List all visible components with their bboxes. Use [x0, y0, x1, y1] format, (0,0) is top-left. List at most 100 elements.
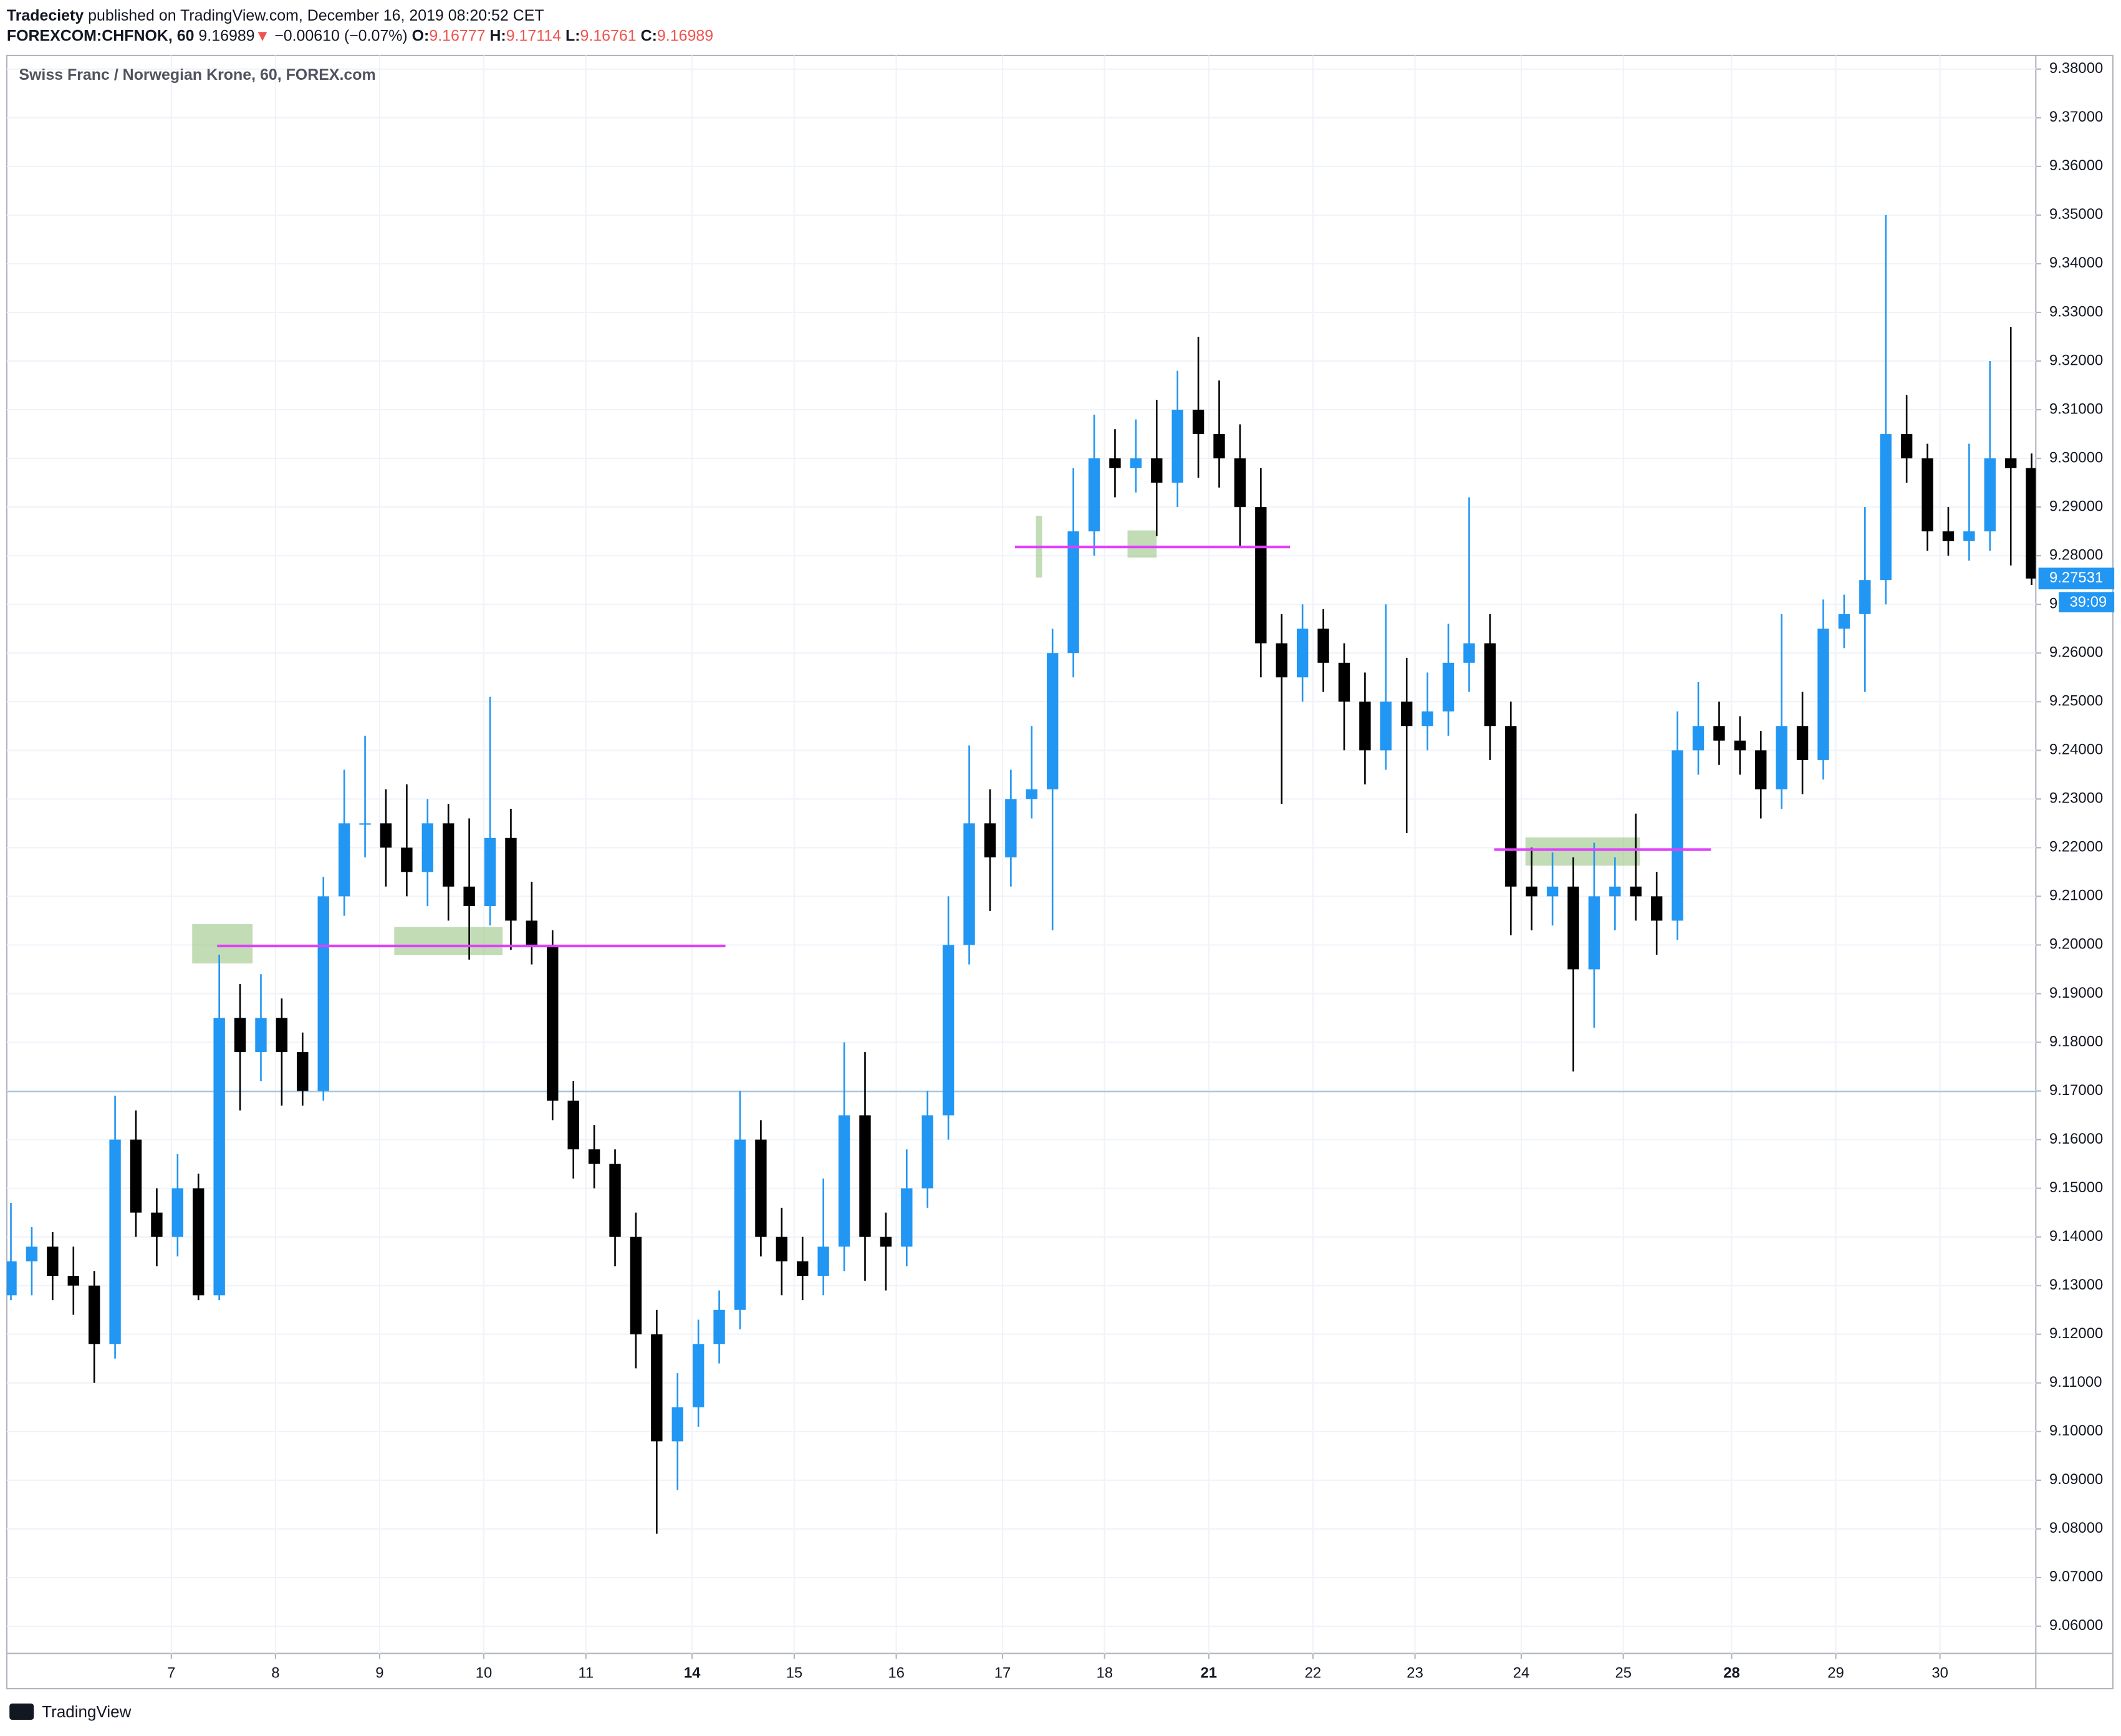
axes: 9.06000 9.07000 9.08000 9.09000 9.10000 9.110…: [167, 60, 2115, 1681]
author: Tradeciety: [7, 7, 84, 24]
high: 9.17114: [506, 27, 561, 44]
candle-body: [1192, 410, 1205, 435]
x-tick-label: 23: [1407, 1664, 1423, 1681]
open: 9.16777: [429, 27, 485, 44]
y-tick-label: 9.36000: [2049, 157, 2103, 174]
frame: [6, 54, 2114, 1690]
published: published on TradingView.com, December 1…: [88, 7, 544, 24]
candle-body: [6, 1261, 17, 1296]
y-tick-label: 9.32000: [2049, 352, 2103, 369]
y-tick-label: 9.26000: [2049, 644, 2103, 661]
y-tick-label: 9.12000: [2049, 1325, 2103, 1342]
candle-body: [1359, 702, 1371, 751]
candle-body: [380, 823, 392, 848]
candle-body: [567, 1101, 579, 1150]
candle-body: [630, 1237, 642, 1334]
y-tick-label: 9.19000: [2049, 985, 2103, 1001]
candle-body: [1734, 740, 1746, 751]
countdown-box: [2059, 592, 2115, 613]
x-tick-label: 29: [1827, 1664, 1844, 1681]
candle-body: [1338, 662, 1350, 702]
candle-body: [1609, 886, 1621, 897]
y-tick-label: 9.16000: [2049, 1131, 2103, 1147]
candle-body: [942, 945, 955, 1116]
candle-body: [1421, 711, 1433, 726]
label: O:: [412, 27, 430, 44]
y-tick-label: 9.08000: [2049, 1520, 2103, 1536]
candle-body: [734, 1139, 746, 1310]
x-tick-label: 25: [1615, 1664, 1632, 1681]
candle-body: [338, 823, 350, 897]
candle-body: [401, 847, 413, 872]
candle-body: [1171, 410, 1183, 483]
candle-body: [547, 945, 559, 1101]
y-tick-label: 9.17000: [2049, 1082, 2103, 1099]
candle-body: [1130, 458, 1142, 468]
candle-body: [963, 823, 975, 945]
candle-body: [671, 1407, 683, 1442]
candle-body: [609, 1164, 621, 1237]
header-line: FOREXCOM:CHFNOK, 60 9.16989▼ −0.00610 (−…: [7, 27, 713, 44]
candle-body: [838, 1115, 850, 1247]
candle-body: [88, 1285, 100, 1344]
candle-body: [1588, 896, 1600, 970]
y-tick-label: 9.06000: [2049, 1617, 2103, 1634]
x-tick-label: 15: [786, 1664, 803, 1681]
candle-body: [859, 1115, 871, 1237]
x-tick-label: 9: [375, 1664, 383, 1681]
candle-body: [67, 1276, 79, 1286]
candle-body: [1317, 629, 1329, 663]
y-tick-label: 9.25000: [2049, 693, 2103, 710]
y-tick-label: 9.22000: [2049, 839, 2103, 856]
candle-body: [713, 1309, 725, 1344]
y-tick-label: 9.18000: [2049, 1033, 2103, 1050]
candle-body: [1796, 726, 1809, 760]
candle-body: [317, 896, 329, 1091]
candle-body: [1109, 458, 1121, 468]
candle-body: [1026, 789, 1037, 799]
header-line: Tradeciety published on TradingView.com,…: [7, 7, 544, 24]
x-tick-label: 17: [994, 1664, 1011, 1681]
x-tick-label: 28: [1723, 1664, 1740, 1681]
price: 9.16989: [198, 27, 254, 44]
chart-title: Swiss Franc / Norwegian Krone, 60, FOREX…: [19, 66, 375, 84]
candle-body: [588, 1149, 600, 1164]
y-tick-label: 9.33000: [2049, 303, 2103, 320]
label: L:: [565, 27, 580, 44]
label: H:: [489, 27, 506, 44]
y-tick-label: 9.10000: [2049, 1422, 2103, 1439]
candle-body: [1755, 750, 1767, 789]
candle-body: [1546, 886, 1559, 897]
candle-body: [984, 823, 996, 857]
y-tick-label: 9.15000: [2049, 1179, 2103, 1196]
y-tick-label: 9.23000: [2049, 790, 2103, 807]
candle-body: [1838, 614, 1850, 629]
candle-body: [171, 1188, 184, 1237]
candle-body: [1401, 702, 1413, 726]
low: 9.16761: [580, 27, 637, 44]
y-tick-label: 9.20000: [2049, 936, 2103, 953]
candle-body: [1984, 458, 1996, 532]
brand-name: TradingView: [42, 1702, 131, 1721]
candle-body: [109, 1139, 121, 1344]
candle-body: [130, 1139, 142, 1213]
x-tick-label: 24: [1513, 1664, 1530, 1681]
y-tick-label: 9.09000: [2049, 1471, 2103, 1488]
candle-body: [1817, 629, 1829, 760]
candle-body: [1921, 458, 1933, 532]
candle-body: [901, 1188, 913, 1247]
change: −0.00610 (−0.07%): [274, 27, 408, 44]
candle-body: [817, 1247, 829, 1276]
y-tick-label: 9.21000: [2049, 887, 2103, 904]
candle-body: [692, 1344, 705, 1407]
candle-body: [2026, 468, 2036, 579]
candle-body: [1442, 662, 1455, 711]
candle-body: [1380, 702, 1392, 751]
candle-body: [1255, 507, 1267, 644]
candle-body: [880, 1237, 892, 1247]
candle-body: [1463, 643, 1475, 663]
candle-body: [1900, 434, 1913, 459]
symbol: FOREXCOM:CHFNOK, 60: [7, 27, 195, 44]
candle-body: [1942, 531, 1955, 541]
y-tick-label: 9.24000: [2049, 741, 2103, 758]
